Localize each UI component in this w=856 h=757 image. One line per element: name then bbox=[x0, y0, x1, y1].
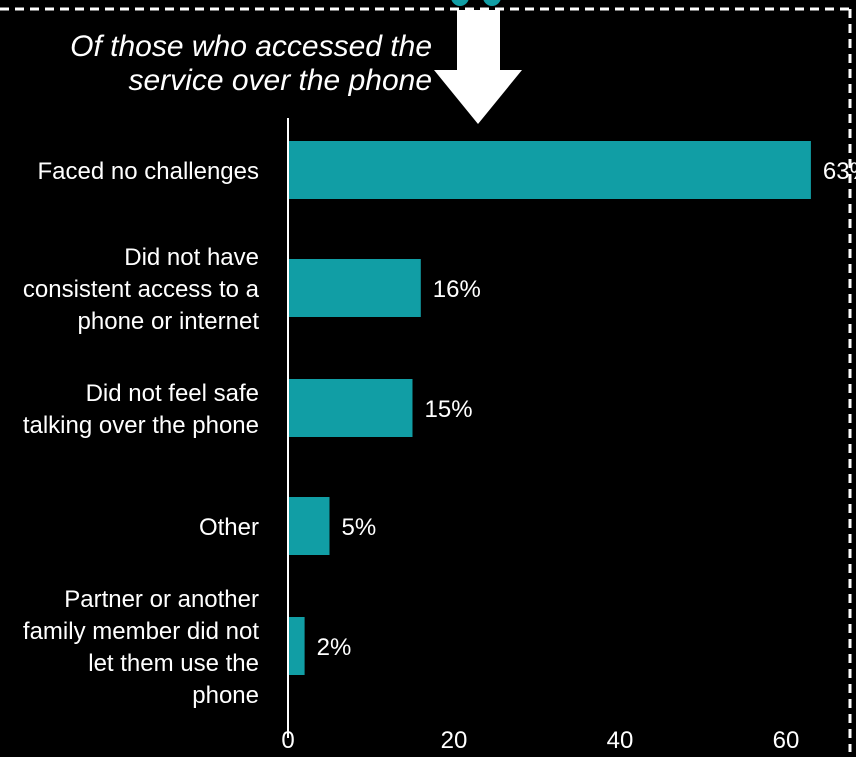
marker-dot-right bbox=[483, 0, 501, 6]
x-tick-label-1: 20 bbox=[441, 727, 468, 752]
x-tick-label-0: 0 bbox=[281, 727, 294, 752]
bar-3 bbox=[289, 497, 330, 555]
category-label-4-line-2: let them use the bbox=[88, 650, 259, 677]
category-label-2-line-1: talking over the phone bbox=[23, 412, 259, 439]
chart-title-line-1: Of those who accessed the bbox=[70, 30, 432, 63]
category-label-4-line-1: family member did not bbox=[23, 618, 259, 645]
category-label-1-line-0: Did not have bbox=[124, 244, 259, 271]
marker-dot-left bbox=[451, 0, 469, 6]
x-tick-labels-group: 0 20 40 60 bbox=[281, 727, 800, 754]
chart-title-line-2: service over the phone bbox=[128, 64, 432, 97]
bar-4 bbox=[289, 617, 305, 675]
value-labels-group: 63% 16% 15% 5% 2% bbox=[317, 158, 856, 661]
down-arrow-icon bbox=[434, 10, 522, 124]
bar-1 bbox=[289, 259, 421, 317]
category-label-3-line-0: Other bbox=[199, 514, 259, 541]
value-label-2: 15% bbox=[425, 396, 473, 423]
bars-group bbox=[289, 141, 811, 675]
x-tick-label-3: 60 bbox=[773, 727, 800, 752]
category-label-4-line-3: phone bbox=[192, 682, 259, 709]
value-label-4: 2% bbox=[317, 634, 352, 661]
category-labels-group: Faced no challenges Did not have consisten… bbox=[23, 158, 260, 709]
bar-2 bbox=[289, 379, 413, 437]
category-label-2-line-0: Did not feel safe bbox=[86, 380, 259, 407]
value-label-1: 16% bbox=[433, 276, 481, 303]
value-label-0: 63% bbox=[823, 158, 856, 185]
category-label-0-line-0: Faced no challenges bbox=[38, 158, 259, 185]
x-tick-label-2: 40 bbox=[607, 727, 634, 752]
category-label-1-line-1: consistent access to a bbox=[23, 276, 260, 303]
bar-0 bbox=[289, 141, 811, 199]
value-label-3: 5% bbox=[342, 514, 377, 541]
category-label-4-line-0: Partner or another bbox=[64, 586, 259, 613]
category-label-1-line-2: phone or internet bbox=[78, 308, 260, 335]
